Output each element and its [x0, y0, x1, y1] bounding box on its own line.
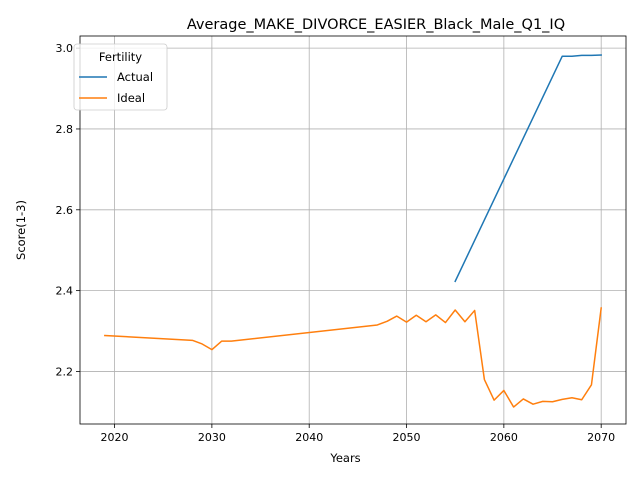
y-axis-label: Score(1-3) — [14, 200, 28, 260]
x-tick-label: 2050 — [393, 431, 421, 444]
chart-title: Average_MAKE_DIVORCE_EASIER_Black_Male_Q… — [187, 17, 565, 33]
x-tick-label: 2020 — [101, 431, 129, 444]
y-tick-label: 2.8 — [56, 123, 74, 136]
legend-label-ideal: Ideal — [117, 91, 145, 105]
series-line-actual — [454, 54, 602, 283]
y-tick-label: 2.6 — [56, 204, 74, 217]
plot-area-frame — [79, 35, 627, 425]
axis-ticks: 2020 2030 2040 2050 2060 2070 2.2 2.4 2.6 2.8 3.0 — [56, 42, 616, 444]
x-tick-label: 2030 — [198, 431, 226, 444]
x-axis-label: Years — [329, 451, 360, 465]
y-tick-label: 2.2 — [56, 365, 74, 378]
legend-box — [73, 43, 168, 111]
y-tick-label: 2.4 — [56, 285, 74, 298]
series-lines — [104, 54, 603, 408]
series-line-ideal — [104, 307, 603, 408]
x-tick-label: 2040 — [295, 431, 323, 444]
x-tick-label: 2070 — [587, 431, 615, 444]
legend-label-actual: Actual — [117, 70, 153, 84]
y-tick-label: 3.0 — [56, 42, 74, 55]
grid-lines — [80, 36, 626, 424]
legend: Fertility Actual Ideal — [73, 43, 168, 111]
x-tick-label: 2060 — [490, 431, 518, 444]
legend-title: Fertility — [99, 50, 142, 64]
